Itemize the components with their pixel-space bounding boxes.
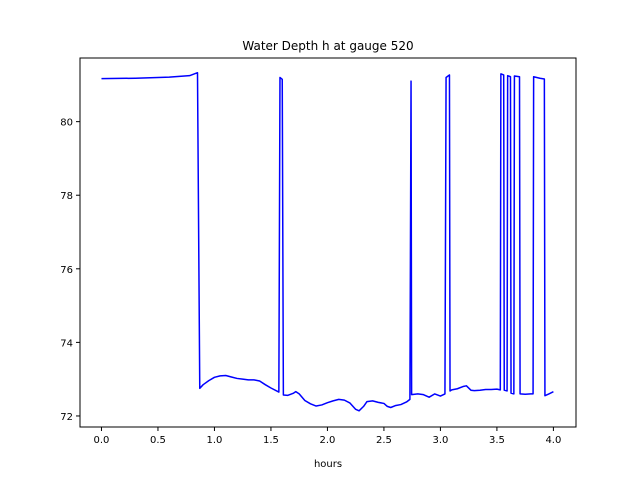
- x-tick-label: 3.0: [432, 435, 448, 446]
- y-tick-label: 74: [60, 338, 73, 349]
- x-tick-label: 1.0: [206, 435, 222, 446]
- x-tick-label: 2.0: [319, 435, 335, 446]
- y-tick-label: 72: [60, 412, 73, 423]
- chart-title: Water Depth h at gauge 520: [242, 39, 413, 53]
- y-tick-label: 80: [60, 118, 73, 129]
- x-axis-ticks: 0.0 0.5 1.0 1.5 2.0 2.5 3.0 3.5 4.0: [94, 427, 561, 446]
- series-group: [101, 71, 554, 412]
- series-line-0: [101, 71, 554, 412]
- x-axis-label: hours: [314, 459, 342, 470]
- plot-frame: [79, 57, 577, 428]
- x-tick-label: 2.5: [376, 435, 392, 446]
- x-tick-label: 1.5: [263, 435, 279, 446]
- x-tick-label: 3.5: [489, 435, 505, 446]
- y-tick-label: 78: [60, 191, 73, 202]
- y-axis-ticks: 72 74 76 78 80: [60, 118, 80, 423]
- y-tick-label: 76: [60, 265, 73, 276]
- x-tick-label: 4.0: [545, 435, 561, 446]
- x-tick-label: 0.0: [94, 435, 110, 446]
- x-tick-label: 0.5: [150, 435, 166, 446]
